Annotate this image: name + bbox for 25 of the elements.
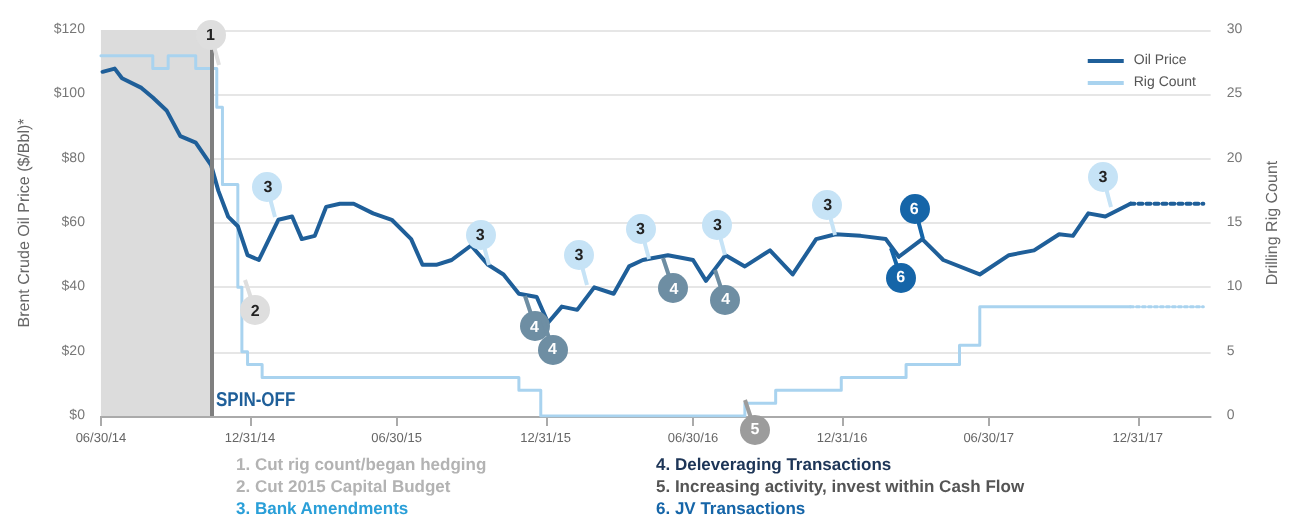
annotation: 4	[537, 334, 568, 365]
text: 4. Deleveraging Transactions	[656, 454, 892, 474]
text: 3. Bank Amendments	[236, 498, 409, 518]
y2-axis-title: Drilling Rig Count	[1263, 159, 1281, 286]
annotation: 1	[195, 20, 226, 51]
text: 1. Cut rig count/began hedging	[236, 454, 487, 474]
annotation: 4	[658, 273, 689, 304]
annotation: 3	[625, 213, 656, 244]
annotation: 3	[702, 210, 733, 241]
annotation: 3	[465, 219, 496, 250]
annotation: 6	[885, 262, 916, 293]
annotation: 6	[899, 194, 930, 225]
ref-line-label: SPIN-OFF	[215, 390, 295, 412]
text: 6. JV Transactions	[656, 498, 806, 518]
annotation: 2	[240, 295, 271, 326]
text: 5. Increasing activity, invest within Cash Flow	[656, 476, 1025, 496]
annotation: 4	[519, 311, 550, 342]
annotation: 3	[812, 189, 843, 220]
annotation: 4	[710, 284, 741, 315]
annotation: 3	[563, 239, 594, 270]
annotation: 5	[739, 414, 770, 445]
annotation: 3	[1087, 161, 1118, 192]
text: 2. Cut 2015 Capital Budget	[236, 476, 451, 496]
y-axis-title: Brent Crude Oil Price ($/Bbl)*	[15, 118, 33, 328]
annotation: 3	[252, 171, 283, 202]
